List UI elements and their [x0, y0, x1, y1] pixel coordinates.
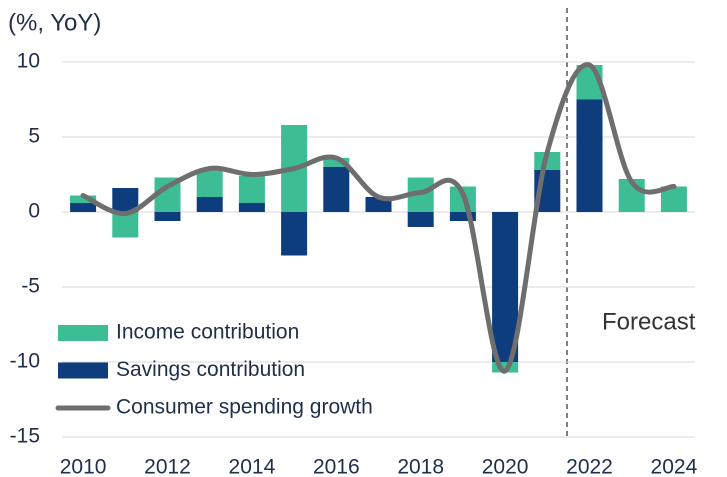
- x-tick-label: 2014: [229, 456, 276, 477]
- bar-segment: [323, 167, 350, 212]
- x-tick-label: 2010: [60, 456, 107, 477]
- bar-segment: [492, 212, 519, 362]
- bar-segment: [154, 212, 181, 221]
- legend-label: Savings contribution: [116, 358, 305, 381]
- x-tick-label: 2024: [651, 456, 698, 477]
- y-axis-label: (%, YoY): [8, 9, 101, 36]
- bar-segment: [238, 203, 265, 212]
- legend-symbol: [58, 362, 108, 379]
- legend-label: Income contribution: [116, 321, 299, 344]
- bar-segment: [238, 176, 265, 203]
- bar-segment: [281, 212, 308, 256]
- y-tick-label: -15: [10, 425, 40, 448]
- y-tick-label: -5: [21, 275, 40, 298]
- bar-segment: [576, 99, 603, 212]
- bar-segment: [449, 212, 476, 221]
- bar-segment: [323, 158, 350, 167]
- y-tick-label: 10: [17, 50, 40, 73]
- bar-segment: [70, 203, 97, 212]
- line: [80, 62, 677, 374]
- annotation: Forecast: [602, 308, 696, 335]
- y-tick-label: 0: [28, 200, 40, 223]
- bar-segment: [492, 362, 519, 373]
- x-tick-label: 2012: [144, 456, 191, 477]
- x-tick-label: 2022: [566, 456, 613, 477]
- x-tick-label: 2016: [313, 456, 360, 477]
- y-tick-label: -10: [10, 350, 40, 373]
- bar-segment: [196, 197, 223, 212]
- bar-segment: [70, 195, 97, 203]
- bar-segment: [407, 212, 434, 227]
- legend-label: Consumer spending growth: [116, 396, 373, 419]
- bar-segment: [112, 212, 139, 238]
- y-tick-label: 5: [28, 125, 40, 148]
- legend-symbol: [58, 325, 108, 341]
- x-tick-label: 2018: [397, 456, 444, 477]
- bar-segment: [196, 170, 223, 197]
- x-tick-label: 2020: [482, 456, 529, 477]
